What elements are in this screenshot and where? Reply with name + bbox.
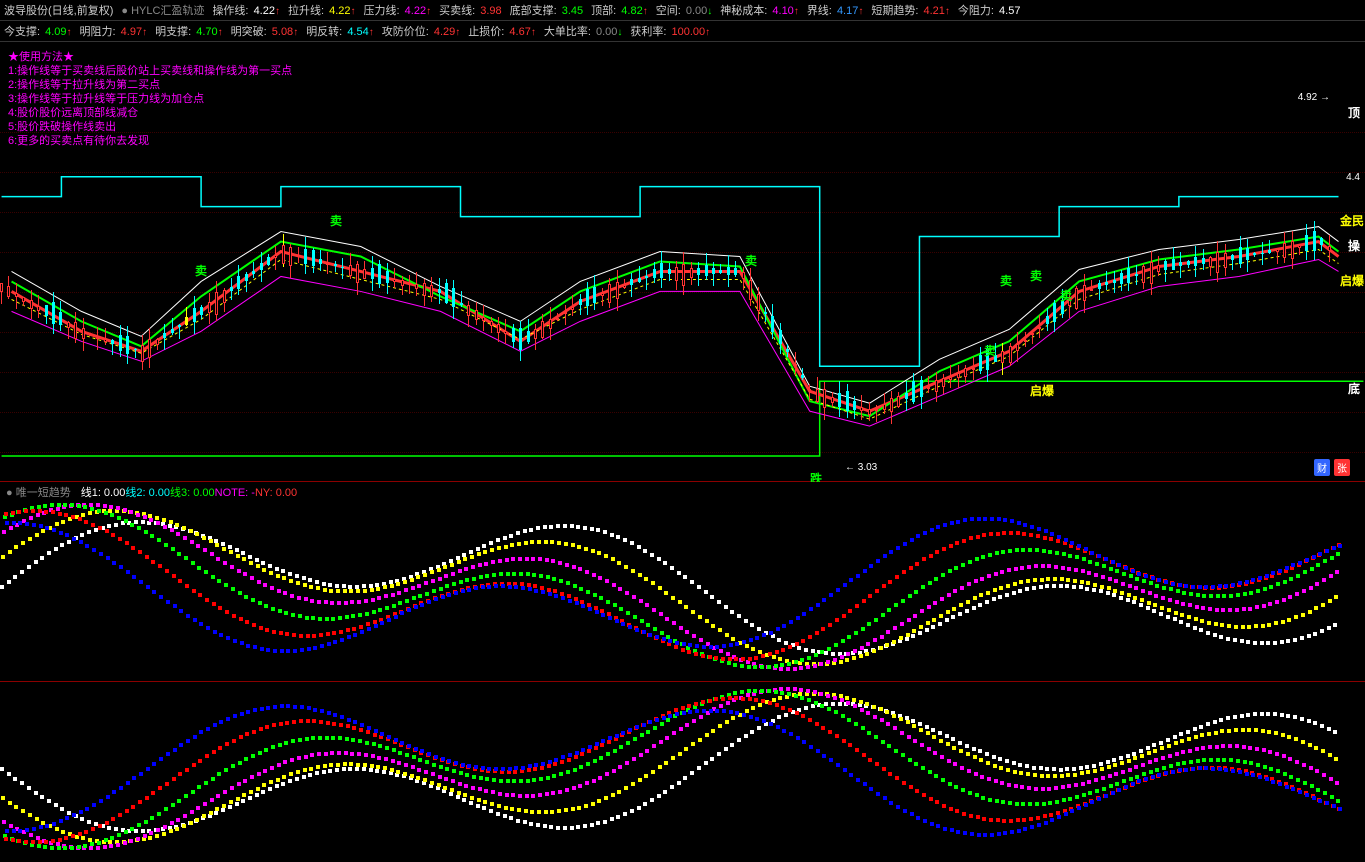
- price-label: 4.92 →: [1298, 92, 1330, 103]
- indicator-value: 空间: 0.00: [656, 2, 713, 18]
- indicator-value: 底部支撑: 3.45: [510, 2, 584, 18]
- indicator-value: 今阻力: 4.57: [958, 2, 1021, 18]
- candlesticks: [0, 102, 1335, 471]
- signal-marker: 卖: [984, 342, 996, 359]
- indicator-value: 明突破: 5.08: [231, 23, 299, 39]
- indicator-value: 攻防价位: 4.29: [382, 23, 461, 39]
- oscillator-blocks-2: [0, 687, 1345, 857]
- indicator-value: 神秘成本: 4.10: [720, 2, 799, 18]
- indicator-value: 止损价: 4.67: [468, 23, 536, 39]
- signal-marker: 底: [1348, 380, 1360, 397]
- signal-marker: 启爆: [1030, 382, 1054, 399]
- signal-marker: 卖: [330, 212, 342, 229]
- indicator-value: 获利率: 100.00: [630, 23, 710, 39]
- indicator-value: 顶部: 4.82: [591, 2, 648, 18]
- signal-marker: 卖: [1030, 267, 1042, 284]
- price-label: 4.4: [1346, 172, 1360, 183]
- signal-marker: 操: [1348, 237, 1360, 254]
- indicator-value: 拉升线: 4.22: [288, 2, 356, 18]
- signal-marker: 卖: [195, 262, 207, 279]
- indicator-value: 操作线: 4.22: [212, 2, 280, 18]
- oscillator-value: 线2: 0.00: [125, 487, 170, 499]
- indicator-value: 短期趋势: 4.21: [871, 2, 950, 18]
- signal-marker: 顶: [1348, 104, 1360, 121]
- oscillator-value: 线1: 0.00: [81, 487, 126, 499]
- chart-header-row2: 今支撑: 4.09 明阻力: 4.97 明支撑: 4.70 明突破: 5.08 明反转:…: [0, 21, 1365, 42]
- indicator-value: 明阻力: 4.97: [80, 23, 148, 39]
- chart-header: 波导股份(日线,前复权) ● HYLC汇盈轨迹 操作线: 4.22 拉升线: 4.…: [0, 0, 1365, 21]
- main-candlestick-chart[interactable]: ★使用方法★ 1:操作线等于买卖线后股价站上买卖线和操作线为第一买点2:操作线等…: [0, 42, 1365, 482]
- indicator-value: 明反转: 4.54: [306, 23, 374, 39]
- oscillator-chart-1[interactable]: ● 唯一短趋势 线1: 0.00线2: 0.00线3: 0.00NOTE: -N…: [0, 482, 1365, 682]
- signal-marker: 卖: [745, 252, 757, 269]
- signal-marker: 金民: [1340, 212, 1364, 229]
- indicator-value: 压力线: 4.22: [364, 2, 432, 18]
- indicator-value: 买卖线: 3.98: [439, 2, 502, 18]
- signal-marker: 启爆: [1340, 272, 1364, 289]
- corner-badge: 张: [1334, 459, 1350, 476]
- indicator-value: 大单比率: 0.00: [544, 23, 623, 39]
- corner-badge: 财: [1314, 459, 1330, 476]
- stock-name: 波导股份(日线,前复权): [4, 2, 113, 18]
- oscillator-blocks-1: [0, 502, 1345, 676]
- oscillator-header: ● 唯一短趋势 线1: 0.00线2: 0.00线3: 0.00NOTE: -N…: [0, 482, 1365, 502]
- signal-marker: 卖: [1000, 272, 1012, 289]
- oscillator-chart-2[interactable]: [0, 682, 1365, 862]
- price-label: ← 3.03: [845, 462, 877, 473]
- indicator-badge: ● HYLC汇盈轨迹: [121, 2, 204, 18]
- oscillator-value: NOTE: -: [215, 487, 255, 499]
- oscillator-value: NY: 0.00: [255, 487, 297, 499]
- indicator-value: 今支撑: 4.09: [4, 23, 72, 39]
- oscillator-value: 线3: 0.00: [170, 487, 215, 499]
- indicator-value: 明支撑: 4.70: [155, 23, 223, 39]
- signal-marker: 卖: [1060, 287, 1072, 304]
- indicator-value: 界线: 4.17: [807, 2, 864, 18]
